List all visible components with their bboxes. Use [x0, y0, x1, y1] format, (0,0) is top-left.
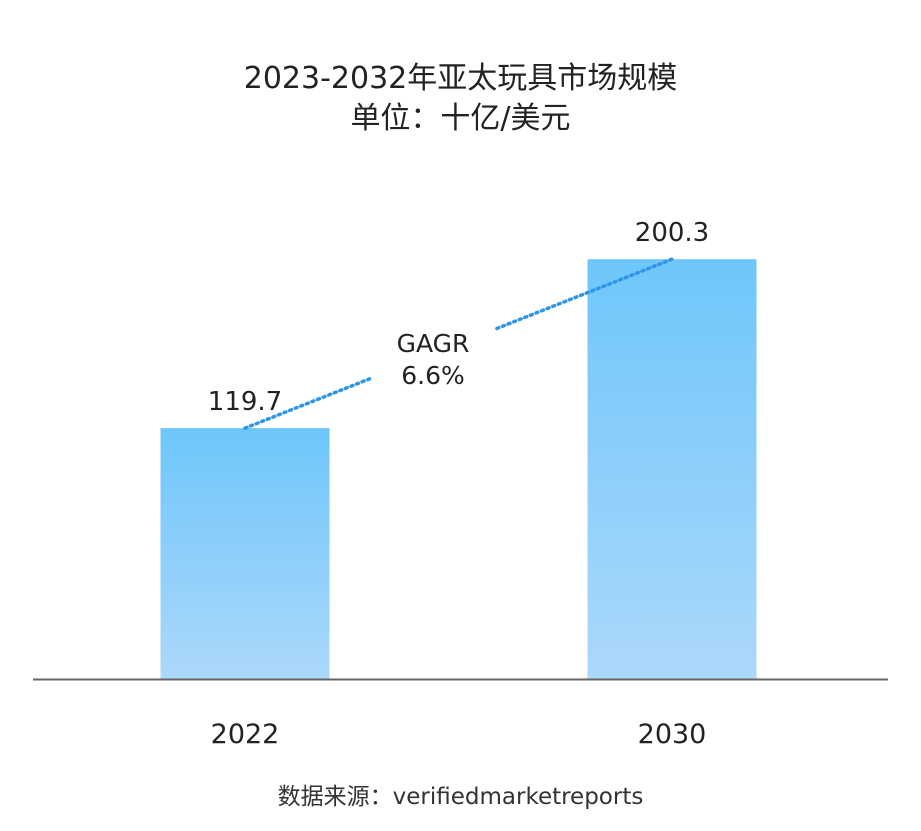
source-note: 数据来源：verifiedmarketreports — [277, 784, 644, 810]
cagr-annotation-value: 6.6% — [401, 361, 465, 390]
data-label-2030: 200.3 — [635, 218, 709, 248]
cagr-trend-line-2 — [495, 257, 674, 331]
chart-subtitle: 单位：十亿/美元 — [350, 101, 571, 136]
chart-title: 2023-2032年亚太玩具市场规模 — [243, 61, 678, 96]
x-tick-label-2030: 2030 — [638, 719, 707, 750]
cagr-annotation-label: GAGR — [397, 329, 470, 358]
cagr-trend-line-1 — [243, 375, 375, 430]
bar-2022 — [160, 428, 330, 679]
bar-2030 — [587, 259, 757, 679]
x-tick-label-2022: 2022 — [211, 719, 280, 750]
data-label-2022: 119.7 — [208, 387, 282, 417]
